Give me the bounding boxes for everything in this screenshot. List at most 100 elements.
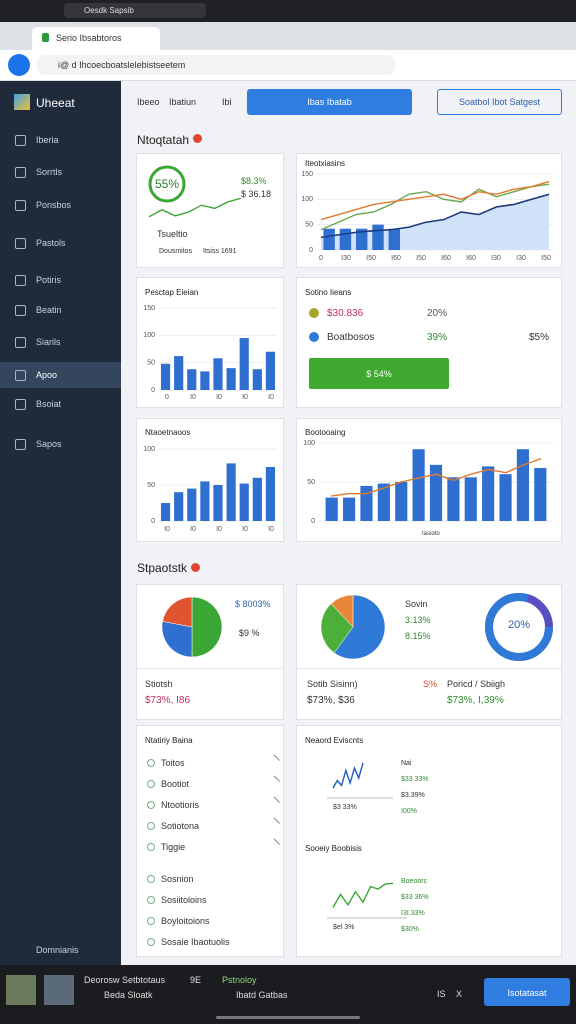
spark-label: $el 3% bbox=[333, 924, 355, 931]
pie-label: $9 % bbox=[239, 628, 260, 638]
close-icon[interactable] bbox=[267, 838, 281, 851]
nav-icon bbox=[15, 399, 26, 410]
bar bbox=[429, 464, 443, 521]
list-bullet bbox=[147, 822, 155, 830]
stat: $ 36.18 bbox=[241, 189, 272, 199]
y-tick-label: 50 bbox=[147, 360, 155, 367]
combo-chart: 0 50 100 150 0 I30 I50 I60 I50 I60 I60 I30 I30 I50 bbox=[301, 171, 553, 262]
y-tick-label: 150 bbox=[301, 171, 313, 178]
task-app[interactable]: Ibatd Gatbas bbox=[236, 990, 288, 1000]
action-button[interactable] bbox=[309, 358, 449, 389]
nav-item[interactable]: Sapos bbox=[36, 439, 62, 449]
tray[interactable]: IS bbox=[437, 989, 446, 999]
line bbox=[320, 180, 550, 221]
brand: Uheeat bbox=[36, 96, 75, 110]
nav-item[interactable]: Iberia bbox=[36, 135, 59, 145]
bar bbox=[325, 497, 338, 521]
os-tab[interactable] bbox=[64, 3, 206, 18]
bar bbox=[252, 477, 262, 521]
tray[interactable]: X bbox=[456, 989, 463, 999]
task-badge: 9E bbox=[190, 975, 202, 985]
list-item[interactable]: Sosiitoloins bbox=[161, 895, 207, 905]
thumbnail[interactable] bbox=[6, 975, 36, 1005]
list-item[interactable]: Tiggie bbox=[161, 842, 186, 852]
action-button-label: $ 54% bbox=[366, 369, 392, 379]
list-item[interactable]: Sosaie Ibaotuolis bbox=[161, 937, 230, 947]
close-icon[interactable] bbox=[267, 817, 281, 830]
task-button[interactable] bbox=[484, 978, 570, 1006]
nav-item[interactable]: Sorrtls bbox=[36, 167, 63, 177]
card-title: Iteotxiasins bbox=[305, 159, 346, 168]
event-label: I00% bbox=[401, 808, 417, 815]
y-tick-label: 0 bbox=[311, 518, 315, 525]
list-item[interactable]: Toitos bbox=[161, 758, 185, 768]
list-item[interactable]: Boyloitoions bbox=[161, 916, 210, 926]
app-icon[interactable] bbox=[8, 54, 30, 76]
header-link[interactable]: Ibatiun bbox=[169, 97, 197, 107]
nav-item[interactable]: Bsoiat bbox=[36, 399, 62, 409]
x-tick-label: I0 bbox=[242, 394, 248, 401]
nav-item[interactable]: Apoo bbox=[36, 370, 58, 380]
nav-item[interactable]: Beatin bbox=[36, 305, 62, 315]
pie-slice bbox=[191, 596, 223, 658]
task-app[interactable]: Beda Sloatk bbox=[104, 990, 153, 1000]
task-app[interactable]: Deorosw Setbtotaus bbox=[84, 975, 166, 985]
pie-chart bbox=[161, 596, 223, 658]
pie-slice bbox=[320, 603, 354, 654]
sub-title: Stiotsh bbox=[145, 679, 173, 689]
bar bbox=[160, 363, 171, 390]
list-bullet bbox=[147, 759, 155, 767]
taskbar bbox=[0, 965, 576, 1024]
pie-card: $ 8003% $9 % Stiotsh $73%, I86 bbox=[136, 584, 284, 720]
divider bbox=[137, 668, 283, 669]
list-item[interactable]: Sosnion bbox=[161, 874, 194, 884]
event-label: $3.39% bbox=[401, 792, 425, 799]
list-item[interactable]: Bootiot bbox=[161, 779, 190, 789]
sub-title: Sotib Sisinn) bbox=[307, 679, 358, 689]
nav-icon bbox=[15, 275, 26, 286]
sub-value: $73%, I86 bbox=[145, 695, 191, 706]
list-item[interactable]: Ntootioris bbox=[161, 800, 200, 810]
header-link[interactable]: Ibeeo bbox=[137, 97, 160, 107]
sidebar-footer[interactable]: Domnianis bbox=[36, 945, 79, 955]
nav-icon bbox=[15, 370, 26, 381]
thumbnail[interactable] bbox=[44, 975, 74, 1005]
nav-item[interactable]: Pastols bbox=[36, 238, 66, 248]
nav-item[interactable]: Siarils bbox=[36, 337, 61, 347]
home-indicator bbox=[216, 1016, 360, 1019]
x-tick-label: I0 bbox=[164, 526, 170, 533]
nav-item[interactable]: Potiris bbox=[36, 275, 62, 285]
browser-tab[interactable] bbox=[32, 27, 160, 50]
y-tick-label: 100 bbox=[143, 332, 155, 339]
close-icon[interactable] bbox=[267, 754, 281, 767]
url-field[interactable] bbox=[36, 55, 396, 75]
event-label: $30% bbox=[401, 926, 419, 933]
task-app[interactable]: Pstnoloy bbox=[222, 975, 257, 985]
y-tick-label: 0 bbox=[151, 518, 155, 525]
legend-dot bbox=[309, 308, 319, 318]
card-title: Bootooaing bbox=[305, 428, 346, 437]
bar bbox=[239, 338, 249, 390]
bar bbox=[388, 228, 400, 250]
shape bbox=[148, 165, 186, 203]
bar bbox=[516, 449, 530, 521]
primary-button[interactable] bbox=[247, 89, 412, 115]
x-tick-label: I30 bbox=[516, 255, 526, 262]
bar bbox=[265, 351, 276, 390]
card-title: Neaord Eviscnts bbox=[305, 736, 364, 745]
close-icon[interactable] bbox=[267, 796, 281, 809]
nav-item[interactable]: Ponsbos bbox=[36, 200, 72, 210]
bar bbox=[187, 488, 197, 521]
bar bbox=[372, 224, 384, 250]
secondary-button-label: Soatbol Ibot Satgest bbox=[458, 97, 541, 107]
nav-icon bbox=[15, 238, 26, 249]
header-link[interactable]: Ibi bbox=[222, 97, 232, 107]
list-bullet bbox=[147, 938, 155, 946]
close-icon[interactable] bbox=[267, 775, 281, 788]
bar bbox=[377, 483, 390, 521]
event-label: Boeoorc bbox=[401, 878, 428, 885]
list-item[interactable]: Sotiotona bbox=[161, 821, 200, 831]
secondary-button[interactable] bbox=[437, 89, 562, 115]
